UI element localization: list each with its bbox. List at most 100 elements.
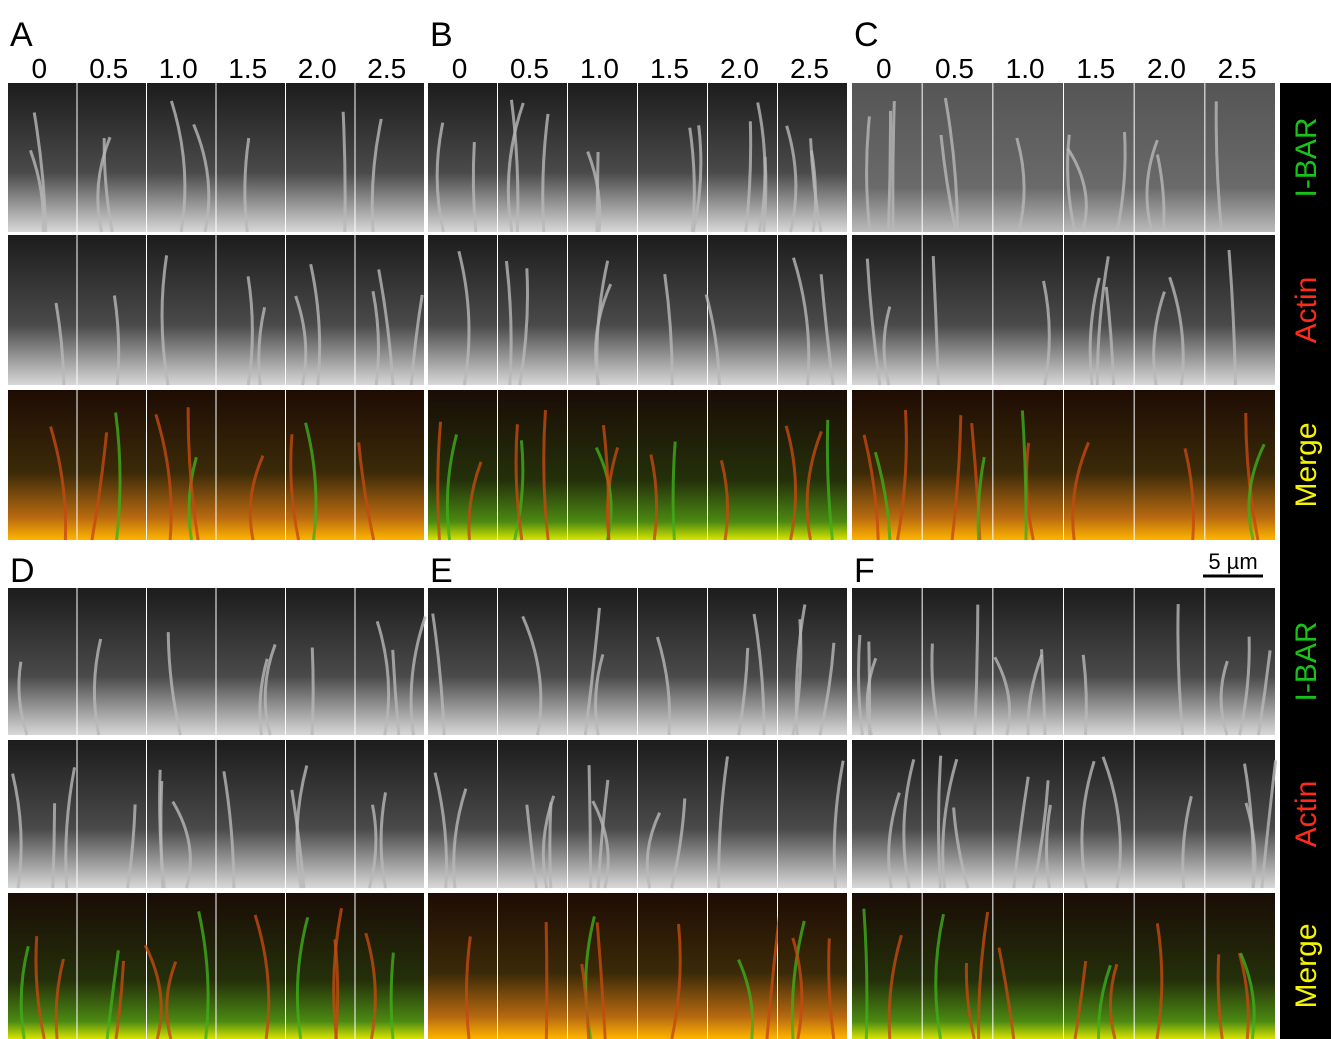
filament [756,102,767,233]
filament [112,295,121,386]
frame [1134,588,1205,735]
filament [1243,763,1255,889]
filament [197,911,210,1039]
filament [192,123,211,233]
filament [295,916,310,1039]
filament [471,141,478,233]
filament [934,913,945,1039]
filament [663,273,674,386]
filament [54,302,66,386]
filament [1066,147,1088,233]
channel-label: I-BAR [1290,117,1323,197]
filament [1097,964,1112,1039]
filament [187,456,198,541]
frame [1064,740,1134,888]
filament [1095,256,1110,386]
filament [263,643,277,736]
filament [1239,952,1256,1039]
filament [102,138,114,233]
panel-letter: C [854,16,879,54]
filament [825,419,834,541]
filament [645,812,662,889]
filament [544,922,549,1039]
filament [64,767,77,889]
frame [286,83,355,232]
filament [865,116,872,233]
filament [364,932,377,1039]
channel-label: Merge [1290,923,1323,1008]
filament [1081,654,1088,736]
filament [587,765,593,889]
time-label: 1.0 [1006,53,1045,84]
time-label: 2.0 [1147,53,1186,84]
filament [649,454,659,541]
filament [827,938,836,1039]
filament [445,434,459,541]
panel-letter: A [10,16,33,54]
filament [818,642,836,736]
filament [542,410,550,541]
filament [873,451,892,541]
frame [498,893,567,1039]
filament [1152,291,1166,386]
frame [147,235,216,385]
filament [1088,277,1101,386]
filament [158,769,166,889]
filament [671,441,677,541]
filament [518,268,529,386]
frame [8,893,77,1039]
filament [865,258,882,386]
frame [77,588,146,735]
filament [655,636,672,736]
filament [583,607,601,736]
filament [258,658,269,736]
filament [1256,650,1272,736]
filament [32,112,48,233]
time-label: 1.5 [1076,53,1115,84]
frame [355,83,424,232]
frame [216,740,285,888]
filament [165,961,178,1039]
frame [286,588,355,735]
frame [428,235,497,385]
filament [34,936,46,1039]
channel-label: Actin [1290,277,1323,344]
filament [433,772,448,889]
filament [294,295,308,386]
time-label: 0.5 [510,53,549,84]
filament [670,798,687,889]
time-label: 2.5 [1218,53,1257,84]
filament [467,461,483,541]
frame [8,588,77,735]
filament [586,151,602,233]
filament [1045,804,1052,889]
filament [289,434,301,541]
filament [688,127,696,233]
time-label: 2.0 [720,53,759,84]
filament [896,409,908,541]
filament [248,454,265,541]
filament [1238,636,1251,736]
filament [964,962,976,1039]
frame [568,83,637,232]
filament [96,136,112,233]
filament [310,647,315,736]
frame [1064,588,1134,735]
filament [409,615,427,736]
panel-letter: B [430,16,453,54]
time-label: 0 [31,53,47,84]
filament [791,937,804,1039]
filament [377,269,395,386]
filament [435,122,445,233]
channel-label: I-BAR [1290,621,1323,701]
filament [976,456,986,541]
filament [541,113,550,233]
filament [719,459,729,541]
frame [355,893,424,1039]
filament [601,424,611,541]
filament [54,958,65,1039]
frame [922,740,993,888]
filament [950,415,963,541]
frame [216,83,285,232]
